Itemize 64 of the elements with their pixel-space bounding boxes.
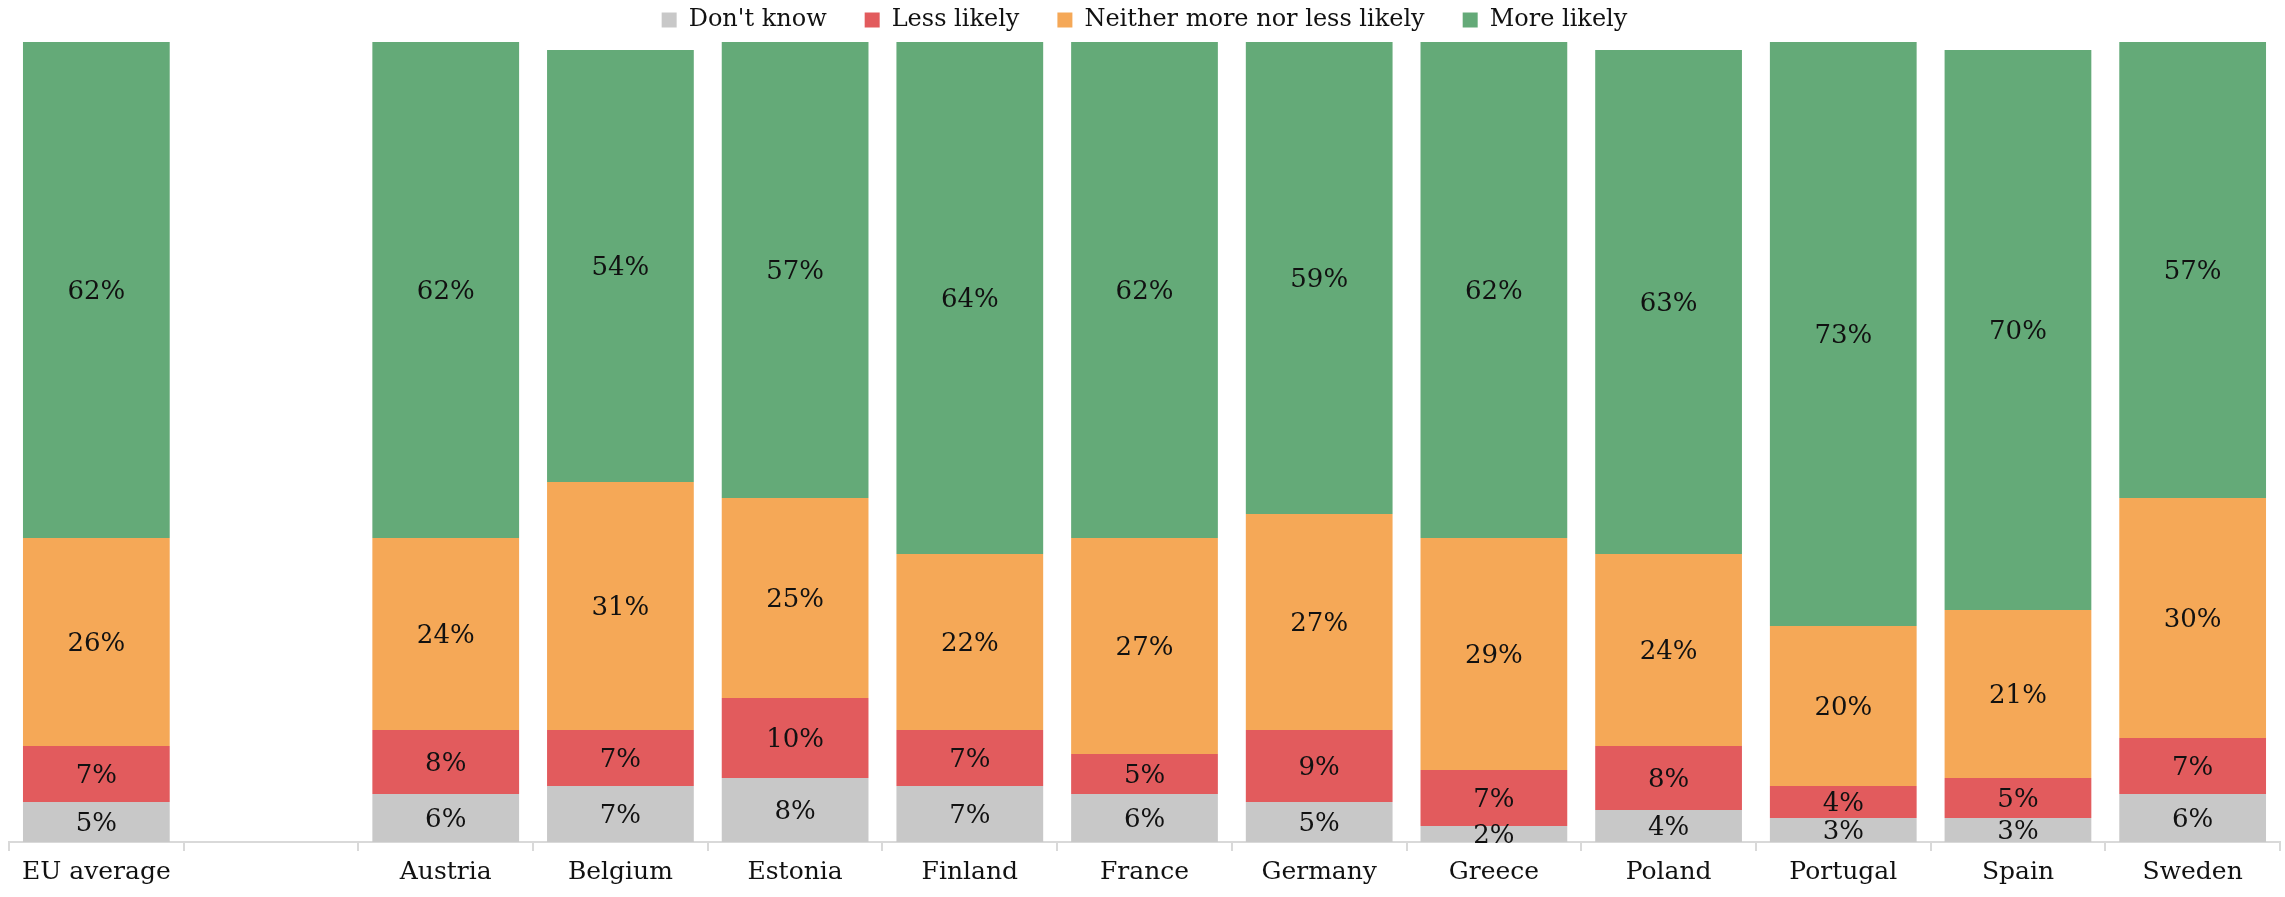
- legend-label: Don't know: [688, 4, 828, 33]
- x-tick-label: France: [1099, 855, 1190, 885]
- data-label: 2%: [1473, 818, 1515, 849]
- x-tick-label: Spain: [1981, 855, 2055, 885]
- data-label: 4%: [1822, 786, 1864, 817]
- data-label: 8%: [774, 794, 816, 825]
- data-label: 21%: [1989, 678, 2047, 709]
- data-label: 20%: [1814, 690, 1873, 721]
- x-tick-label: Finland: [921, 855, 1019, 885]
- data-label: 57%: [766, 254, 825, 285]
- data-label: 29%: [1464, 638, 1523, 669]
- data-label: 6%: [425, 802, 467, 833]
- x-tick-label: Austria: [398, 855, 492, 885]
- data-label: 4%: [1647, 810, 1690, 841]
- data-label: 59%: [1290, 262, 1349, 293]
- x-tick-label: Germany: [1261, 855, 1378, 885]
- legend-label: More likely: [1489, 4, 1628, 33]
- data-label: 7%: [599, 742, 642, 773]
- data-label: 54%: [591, 250, 650, 281]
- data-label: 26%: [67, 626, 126, 657]
- x-tick-label: Sweden: [2142, 855, 2243, 885]
- data-label: 5%: [1298, 806, 1340, 837]
- data-label: 24%: [416, 618, 475, 649]
- data-label: 5%: [75, 806, 117, 837]
- data-label: 62%: [416, 274, 475, 305]
- data-label: 62%: [67, 274, 126, 305]
- x-tick-label: Poland: [1625, 855, 1712, 885]
- data-label: 30%: [2163, 602, 2222, 633]
- data-label: 57%: [2163, 254, 2222, 285]
- data-label: 6%: [1123, 802, 1166, 833]
- data-label: 62%: [1115, 274, 1174, 305]
- data-label: 31%: [591, 590, 650, 621]
- data-label: 64%: [940, 282, 999, 313]
- data-label: 22%: [940, 626, 999, 657]
- data-label: 3%: [1822, 814, 1864, 845]
- data-label: 25%: [766, 582, 825, 613]
- x-tick-label: EU average: [21, 855, 171, 885]
- data-label: 10%: [766, 722, 825, 753]
- x-tick-label: Portugal: [1789, 855, 1898, 885]
- data-label: 70%: [1989, 314, 2047, 345]
- data-label: 3%: [1997, 814, 2039, 845]
- data-label: 63%: [1639, 286, 1698, 317]
- data-label: 7%: [949, 742, 991, 773]
- data-label: 7%: [1473, 782, 1515, 813]
- data-label: 7%: [75, 758, 117, 789]
- x-tick-label: Belgium: [567, 855, 674, 885]
- data-label: 8%: [425, 746, 467, 777]
- data-label: 6%: [2172, 802, 2214, 833]
- data-label: 5%: [1997, 782, 2039, 813]
- data-label: 73%: [1814, 318, 1873, 349]
- data-label: 5%: [1123, 758, 1166, 789]
- data-label: 27%: [1115, 630, 1174, 661]
- data-label: 7%: [2172, 750, 2214, 781]
- data-label: 24%: [1639, 634, 1698, 665]
- x-tick-label: Estonia: [747, 855, 843, 885]
- data-label: 27%: [1290, 606, 1349, 637]
- data-label: 7%: [949, 798, 991, 829]
- data-label: 8%: [1647, 762, 1690, 793]
- legend-label: Less likely: [891, 4, 1020, 33]
- data-label: 62%: [1464, 274, 1523, 305]
- data-label: 9%: [1298, 750, 1340, 781]
- x-tick-label: Greece: [1448, 855, 1540, 885]
- legend-label: Neither more nor less likely: [1084, 4, 1426, 33]
- data-label: 7%: [599, 798, 642, 829]
